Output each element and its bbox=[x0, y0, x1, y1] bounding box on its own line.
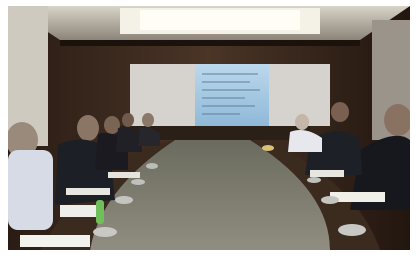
microphone bbox=[321, 196, 339, 204]
head bbox=[122, 113, 134, 127]
wall-trim bbox=[60, 40, 360, 46]
paper bbox=[108, 172, 140, 178]
ceiling-light-core bbox=[140, 10, 300, 30]
microphone bbox=[93, 227, 117, 237]
scene bbox=[6, 6, 412, 250]
head bbox=[142, 113, 154, 127]
microphone bbox=[131, 179, 145, 185]
person-shirt bbox=[8, 150, 53, 230]
microphone bbox=[146, 163, 158, 169]
table-lamp bbox=[262, 145, 274, 151]
head bbox=[384, 104, 412, 136]
paper bbox=[60, 205, 100, 217]
head bbox=[295, 114, 309, 130]
microphone bbox=[115, 196, 133, 204]
head bbox=[331, 102, 349, 122]
paper bbox=[66, 188, 110, 195]
paper bbox=[310, 170, 344, 177]
microphone bbox=[338, 224, 366, 236]
water-bottle bbox=[96, 200, 104, 224]
paper bbox=[20, 235, 90, 247]
projected-slide bbox=[195, 64, 269, 126]
head bbox=[77, 115, 99, 141]
page: (() => { const data = JSON.parse(documen… bbox=[0, 0, 418, 257]
microphone bbox=[307, 177, 321, 183]
photo bbox=[0, 0, 418, 257]
head bbox=[104, 116, 120, 134]
